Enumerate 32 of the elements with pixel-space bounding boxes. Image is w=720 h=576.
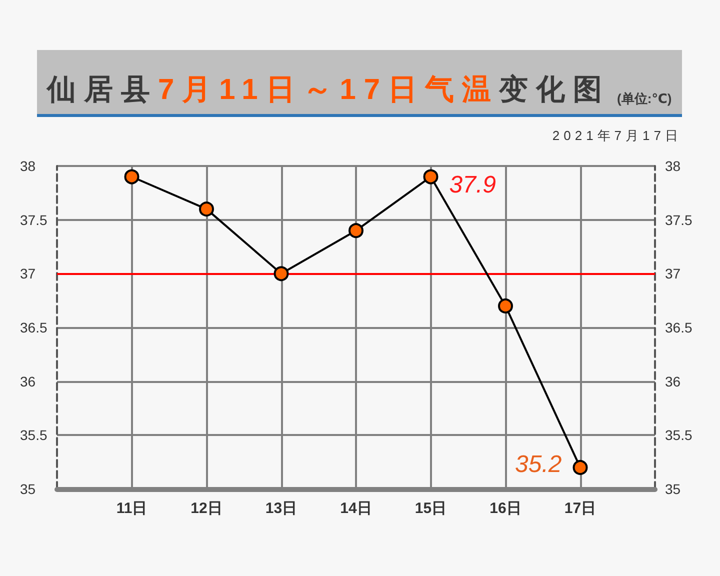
y-tick-label: 36.5 bbox=[20, 320, 48, 336]
y-tick-label: 37 bbox=[20, 266, 36, 282]
x-tick-label: 16日 bbox=[490, 500, 522, 517]
x-tick-label: 13日 bbox=[265, 500, 298, 517]
text: 2021年7月17日 bbox=[552, 128, 682, 143]
y2-tick-label: 36 bbox=[665, 373, 681, 390]
point bbox=[498, 298, 513, 314]
y-tick-label: 36 bbox=[20, 373, 36, 390]
point bbox=[124, 169, 140, 184]
x-tick-label: 17日 bbox=[564, 500, 596, 517]
data-label: 35.2 bbox=[515, 450, 562, 478]
point bbox=[572, 460, 588, 475]
y2-tick-label: 36.5 bbox=[665, 320, 692, 336]
y-tick-label: 37.5 bbox=[20, 212, 48, 228]
y2-tick-label: 37.5 bbox=[665, 212, 692, 228]
x-tick-label: 11日 bbox=[116, 500, 148, 517]
y2-tick-label: 35.5 bbox=[665, 427, 692, 444]
y2-tick-label: 37 bbox=[665, 266, 681, 282]
x-tick-label: 12日 bbox=[190, 500, 222, 517]
y2-tick-label: 35 bbox=[665, 481, 681, 497]
point bbox=[348, 223, 364, 238]
x-tick-label: 14日 bbox=[340, 500, 372, 517]
point bbox=[199, 202, 214, 217]
y-tick-label: 38 bbox=[20, 158, 36, 174]
y2-tick-label: 38 bbox=[665, 158, 681, 174]
y-tick-label: 35.5 bbox=[20, 427, 48, 444]
point bbox=[423, 169, 438, 184]
y-tick-label: 35 bbox=[20, 481, 36, 497]
x-tick-label: 15日 bbox=[414, 500, 447, 517]
chart-subtitle: (单位:℃) bbox=[617, 91, 672, 106]
data-label: 37.9 bbox=[449, 171, 496, 198]
point bbox=[274, 266, 289, 282]
